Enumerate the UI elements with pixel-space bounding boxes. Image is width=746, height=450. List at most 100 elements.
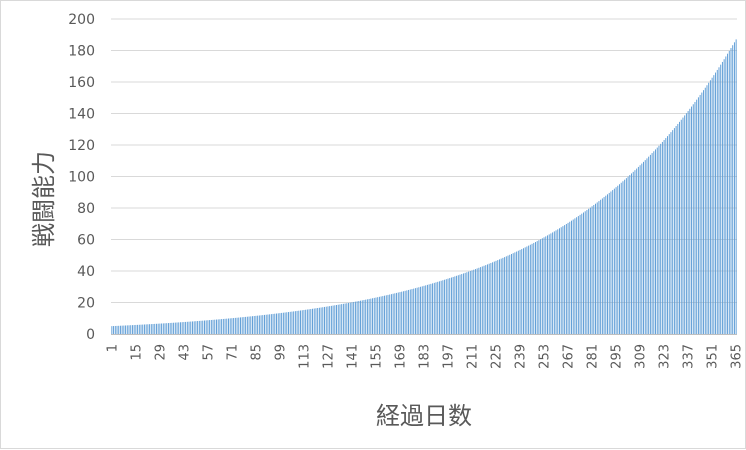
bar-39 — [176, 322, 178, 334]
bar-220 — [486, 264, 488, 334]
bar-84 — [253, 316, 255, 334]
bar-72 — [233, 318, 235, 334]
bar-79 — [245, 316, 247, 334]
bar-168 — [397, 292, 399, 334]
bar-333 — [680, 119, 682, 335]
x-tick-label-239: 239 — [514, 344, 529, 369]
bar-218 — [483, 265, 485, 334]
bar-127 — [327, 306, 329, 334]
bar-25 — [152, 324, 154, 334]
bar-202 — [456, 275, 458, 334]
bar-132 — [336, 305, 337, 334]
bars — [111, 39, 737, 335]
bar-173 — [406, 290, 408, 334]
bar-142 — [353, 301, 355, 334]
bar-305 — [632, 171, 634, 334]
bar-47 — [190, 321, 192, 334]
bar-277 — [584, 211, 586, 334]
bar-181 — [420, 286, 422, 334]
bar-297 — [619, 184, 620, 334]
bar-329 — [673, 128, 675, 334]
bar-355 — [718, 67, 720, 335]
bar-282 — [593, 205, 595, 334]
bar-4 — [116, 325, 118, 334]
x-tick-label-337: 337 — [682, 344, 697, 369]
y-axis-ticks: 0 20 40 60 80 100 120 140 160 180 200 — [68, 12, 95, 343]
y-tick-label-20: 20 — [77, 296, 95, 312]
bar-171 — [402, 291, 404, 334]
bar-112 — [301, 310, 303, 334]
bar-258 — [552, 232, 554, 334]
bar-317 — [653, 151, 655, 334]
bar-110 — [298, 310, 300, 334]
bar-45 — [186, 321, 188, 334]
bar-214 — [476, 268, 478, 334]
bar-114 — [305, 309, 307, 334]
bar-152 — [370, 298, 372, 334]
bar-209 — [468, 271, 470, 334]
bar-203 — [457, 275, 459, 334]
bar-270 — [572, 219, 574, 334]
bar-190 — [435, 282, 437, 334]
bar-256 — [548, 234, 550, 334]
bar-60 — [212, 319, 214, 334]
bar-92 — [267, 314, 269, 334]
bar-236 — [514, 252, 516, 334]
bar-345 — [701, 92, 703, 334]
bar-63 — [217, 319, 219, 334]
bar-272 — [576, 217, 578, 334]
bar-53 — [200, 320, 202, 334]
bar-358 — [723, 59, 725, 334]
bar-80 — [246, 316, 248, 334]
bar-241 — [523, 248, 524, 334]
bar-1 — [111, 326, 113, 335]
bar-71 — [231, 318, 233, 334]
x-tick-label-267: 267 — [562, 344, 577, 369]
bar-88 — [260, 315, 262, 334]
x-tick-label-351: 351 — [706, 344, 721, 369]
y-tick-label-200: 200 — [68, 12, 95, 28]
bar-111 — [300, 310, 301, 334]
bar-303 — [629, 175, 631, 334]
bar-118 — [312, 308, 313, 334]
bar-26 — [154, 323, 156, 334]
bar-287 — [601, 198, 603, 334]
bar-125 — [324, 306, 325, 334]
y-tick-label-0: 0 — [86, 327, 95, 343]
y-tick-label-120: 120 — [68, 138, 95, 154]
bar-201 — [454, 276, 456, 334]
bar-138 — [346, 303, 348, 334]
bar-312 — [644, 160, 646, 334]
bar-157 — [378, 296, 380, 334]
bar-153 — [372, 298, 374, 334]
bar-143 — [354, 301, 356, 334]
bar-85 — [255, 315, 257, 334]
bar-314 — [648, 156, 650, 334]
bar-349 — [708, 82, 710, 334]
bar-212 — [473, 269, 475, 334]
bar-326 — [668, 134, 670, 334]
x-axis-title: 経過日数 — [376, 402, 472, 430]
bar-69 — [228, 318, 229, 334]
bar-364 — [733, 42, 735, 334]
bar-267 — [567, 222, 569, 334]
bar-28 — [157, 323, 159, 334]
bar-70 — [229, 318, 231, 334]
bar-35 — [169, 322, 171, 334]
bar-233 — [509, 254, 511, 334]
bar-227 — [498, 259, 500, 334]
bar-62 — [216, 319, 217, 334]
bar-82 — [250, 316, 252, 334]
bar-200 — [452, 276, 454, 334]
bar-75 — [238, 317, 240, 334]
bar-316 — [651, 153, 653, 334]
bar-156 — [377, 297, 379, 334]
bar-293 — [612, 190, 614, 334]
bar-175 — [409, 289, 411, 334]
bar-44 — [185, 321, 187, 334]
bar-96 — [274, 313, 276, 334]
bar-166 — [394, 293, 396, 334]
bar-107 — [293, 311, 295, 334]
bar-302 — [627, 176, 629, 334]
bar-222 — [490, 263, 492, 334]
